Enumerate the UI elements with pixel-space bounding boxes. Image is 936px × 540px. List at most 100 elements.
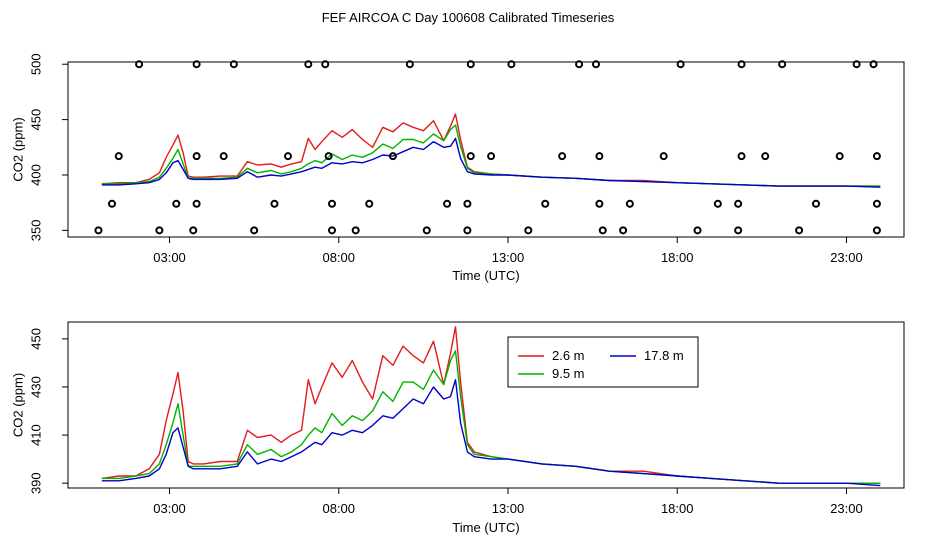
data-marker [737,60,746,69]
data-marker [270,199,279,208]
series-line-9-5-m [101,350,881,484]
data-marker [598,226,607,235]
data-marker [388,152,397,161]
data-marker [114,152,123,161]
y-axis-label: CO2 (ppm) [11,373,26,437]
data-marker [676,60,685,69]
x-axis-label: Time (UTC) [452,268,519,283]
data-marker [592,60,600,69]
data-marker [135,60,144,69]
data-marker [192,199,201,208]
data-marker [463,199,472,208]
series-line-17-8-m [101,379,881,487]
data-marker [558,152,567,161]
data-marker [795,226,804,235]
top-panel: 03:00 08:00 13:00 18:00 23:00 Time (UTC) 350 40… [11,53,905,283]
data-marker [835,152,844,161]
x-axis-label: Time (UTC) [452,520,519,535]
x-tick-label: 18:00 [661,501,694,516]
data-marker [761,152,770,161]
y-axis: 390 410 430 450 CO2 (ppm) [11,328,68,494]
data-marker [405,60,414,69]
data-marker [463,226,472,235]
data-marker [852,60,861,69]
data-marker [872,199,881,208]
data-marker [625,199,634,208]
data-marker [229,60,238,69]
series-line-17-8-m [101,137,881,188]
data-marker [734,226,743,235]
data-marker [172,199,181,208]
x-tick-label: 03:00 [153,501,186,516]
figure-title: FEF AIRCOA C Day 100608 Calibrated Times… [322,10,615,25]
legend: 2.6 m 17.8 m 9.5 m [507,336,699,388]
data-marker [869,60,878,69]
data-marker [619,226,628,235]
data-marker [575,60,584,69]
data-marker [524,226,533,235]
x-tick-label: 23:00 [830,250,863,265]
x-tick-label: 08:00 [322,250,355,265]
data-marker [324,152,333,161]
data-marker [94,226,103,235]
data-marker [219,152,228,161]
data-marker [328,226,336,235]
bottom-panel: 03:00 08:00 13:00 18:00 23:00 Time (UTC) 390 41… [11,321,905,535]
data-marker [693,226,702,235]
data-marker [192,152,201,161]
data-marker [872,226,881,235]
data-marker [778,60,787,69]
data-marker [507,60,516,69]
data-marker [284,152,292,161]
data-marker [443,199,452,208]
data-marker [595,152,604,161]
data-marker [422,226,431,235]
legend-box [507,336,699,388]
data-marker [192,60,201,69]
data-marker [466,152,475,161]
data-marker [108,199,116,208]
data-marker [737,152,746,161]
data-marker [321,60,330,69]
data-marker [812,199,820,208]
data-marker [189,226,198,235]
legend-label: 9.5 m [552,366,585,381]
plot-frame [67,321,905,489]
y-tick-label: 430 [29,376,44,398]
x-tick-label: 03:00 [153,250,186,265]
data-marker [351,226,360,235]
x-axis: 03:00 08:00 13:00 18:00 23:00 Time (UTC) [153,488,863,535]
data-marker [595,199,604,208]
series-line-9-5-m [101,124,881,187]
y-tick-label: 400 [29,164,44,186]
data-marker [659,152,668,161]
data-marker [872,152,881,161]
data-marker [487,152,496,161]
data-marker [734,199,743,208]
data-marker [250,226,259,235]
marker-group [94,60,881,235]
y-axis-label: CO2 (ppm) [11,117,26,181]
x-tick-label: 08:00 [322,501,355,516]
y-tick-label: 350 [29,220,44,242]
y-tick-label: 450 [29,328,44,350]
x-tick-label: 13:00 [492,250,525,265]
x-tick-label: 23:00 [830,501,863,516]
legend-label: 2.6 m [552,348,585,363]
plot-frame [67,61,905,238]
x-tick-label: 13:00 [492,501,525,516]
y-tick-label: 390 [29,472,44,494]
data-marker [155,226,164,235]
y-tick-label: 450 [29,109,44,131]
y-tick-label: 410 [29,424,44,446]
data-marker [713,199,722,208]
data-marker [466,60,475,69]
y-axis: 350 400 450 500 CO2 (ppm) [11,53,68,242]
x-tick-label: 18:00 [661,250,694,265]
y-tick-label: 500 [29,53,44,75]
data-marker [328,199,336,208]
legend-label: 17.8 m [644,348,684,363]
data-marker [365,199,374,208]
data-marker [304,60,313,69]
